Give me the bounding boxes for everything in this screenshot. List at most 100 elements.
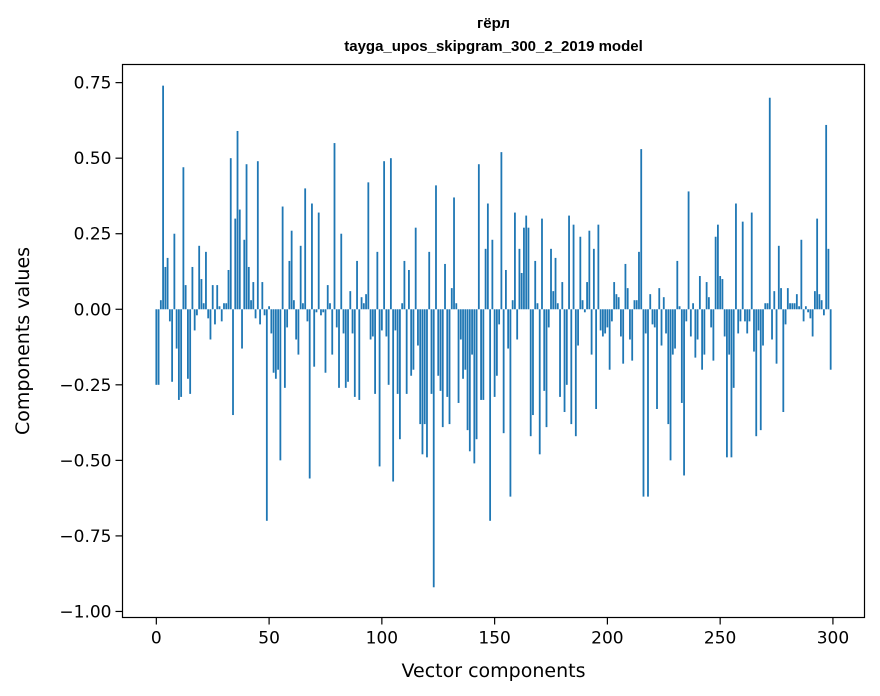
bar-196 <box>597 224 600 310</box>
x-tick-label: 0 <box>151 629 162 649</box>
bar-183 <box>568 215 570 310</box>
bar-61 <box>293 300 295 310</box>
x-axis-label: Vector components <box>402 660 586 682</box>
bar-47 <box>261 282 264 310</box>
chart-subtitle: tayga_upos_skipgram_300_2_2019 model <box>344 38 643 55</box>
bar-1 <box>157 309 160 385</box>
bar-250 <box>719 276 722 310</box>
bar-297 <box>825 124 828 310</box>
bar-170 <box>538 309 541 455</box>
bar-169 <box>536 303 539 310</box>
bar-275 <box>775 309 778 364</box>
bar-189 <box>581 300 584 310</box>
y-tick-label: −1.00 <box>59 602 111 622</box>
bar-133 <box>455 303 458 310</box>
bar-244 <box>705 282 708 310</box>
bar-203 <box>613 282 616 310</box>
bar-78 <box>331 309 334 355</box>
bar-187 <box>577 309 579 346</box>
bar-98 <box>376 251 379 310</box>
bar-114 <box>412 309 415 370</box>
bar-248 <box>714 236 717 310</box>
bar-116 <box>417 309 419 346</box>
bar-24 <box>209 309 212 340</box>
bar-210 <box>629 309 631 340</box>
bar-225 <box>662 297 665 310</box>
bar-64 <box>299 245 302 310</box>
bar-138 <box>466 309 469 431</box>
bar-35 <box>234 218 237 310</box>
bar-226 <box>665 309 667 334</box>
bar-173 <box>545 309 548 428</box>
bar-267 <box>757 309 760 331</box>
bar-60 <box>290 230 293 310</box>
bar-294 <box>818 294 821 310</box>
bar-177 <box>554 257 557 310</box>
bar-99 <box>378 309 381 467</box>
bar-3 <box>162 85 164 310</box>
bar-185 <box>572 224 575 310</box>
bar-158 <box>511 300 514 310</box>
bar-215 <box>640 149 643 310</box>
y-tick-label: 0.75 <box>74 74 112 94</box>
bar-257 <box>735 203 737 310</box>
bar-285 <box>798 306 800 310</box>
bar-238 <box>692 303 694 310</box>
bar-36 <box>236 130 239 310</box>
bar-200 <box>606 309 609 328</box>
bar-260 <box>741 221 744 310</box>
bar-159 <box>514 212 516 310</box>
bar-44 <box>254 309 257 319</box>
bar-123 <box>432 309 435 588</box>
bar-265 <box>753 309 755 352</box>
bar-287 <box>802 309 805 322</box>
bar-290 <box>809 309 812 319</box>
bar-247 <box>712 309 715 361</box>
bar-166 <box>529 309 532 437</box>
bar-255 <box>730 309 733 458</box>
bar-11 <box>180 309 183 397</box>
bar-181 <box>563 309 566 413</box>
bar-172 <box>543 309 546 391</box>
bar-273 <box>771 309 773 340</box>
x-tick-label: 250 <box>704 629 736 649</box>
bar-128 <box>444 263 446 310</box>
bar-234 <box>683 309 685 476</box>
bar-192 <box>588 230 591 310</box>
y-axis-ticks: 0.75 0.50 0.25 0.00 −0.25 −0.50 −0.75 −1.00 <box>59 74 123 622</box>
bar-201 <box>608 309 611 370</box>
bar-96 <box>371 309 374 337</box>
bar-271 <box>766 303 769 310</box>
x-tick-label: 200 <box>591 629 623 649</box>
bar-156 <box>507 309 510 349</box>
bar-274 <box>773 291 776 310</box>
bar-291 <box>811 309 814 337</box>
bar-13 <box>184 285 187 310</box>
bar-137 <box>464 309 467 370</box>
bar-130 <box>448 309 451 425</box>
bar-197 <box>599 309 602 331</box>
bar-71 <box>315 309 318 313</box>
bar-277 <box>780 288 782 310</box>
bar-191 <box>586 282 588 310</box>
bar-89 <box>356 260 358 310</box>
bar-288 <box>804 306 807 310</box>
bar-88 <box>353 309 356 397</box>
bar-17 <box>193 309 196 331</box>
bar-150 <box>493 309 496 397</box>
bar-286 <box>800 239 803 310</box>
bar-34 <box>232 309 234 416</box>
bar-110 <box>403 260 406 310</box>
bar-231 <box>676 260 679 310</box>
bar-26 <box>214 309 216 325</box>
bar-12 <box>182 167 185 310</box>
bar-4 <box>164 266 167 310</box>
bar-92 <box>362 303 365 310</box>
bar-279 <box>784 309 787 325</box>
bar-171 <box>541 218 543 310</box>
bar-84 <box>344 309 347 388</box>
bar-263 <box>748 309 751 322</box>
bar-20 <box>200 279 203 310</box>
bar-62 <box>295 309 298 340</box>
bar-30 <box>223 303 225 310</box>
